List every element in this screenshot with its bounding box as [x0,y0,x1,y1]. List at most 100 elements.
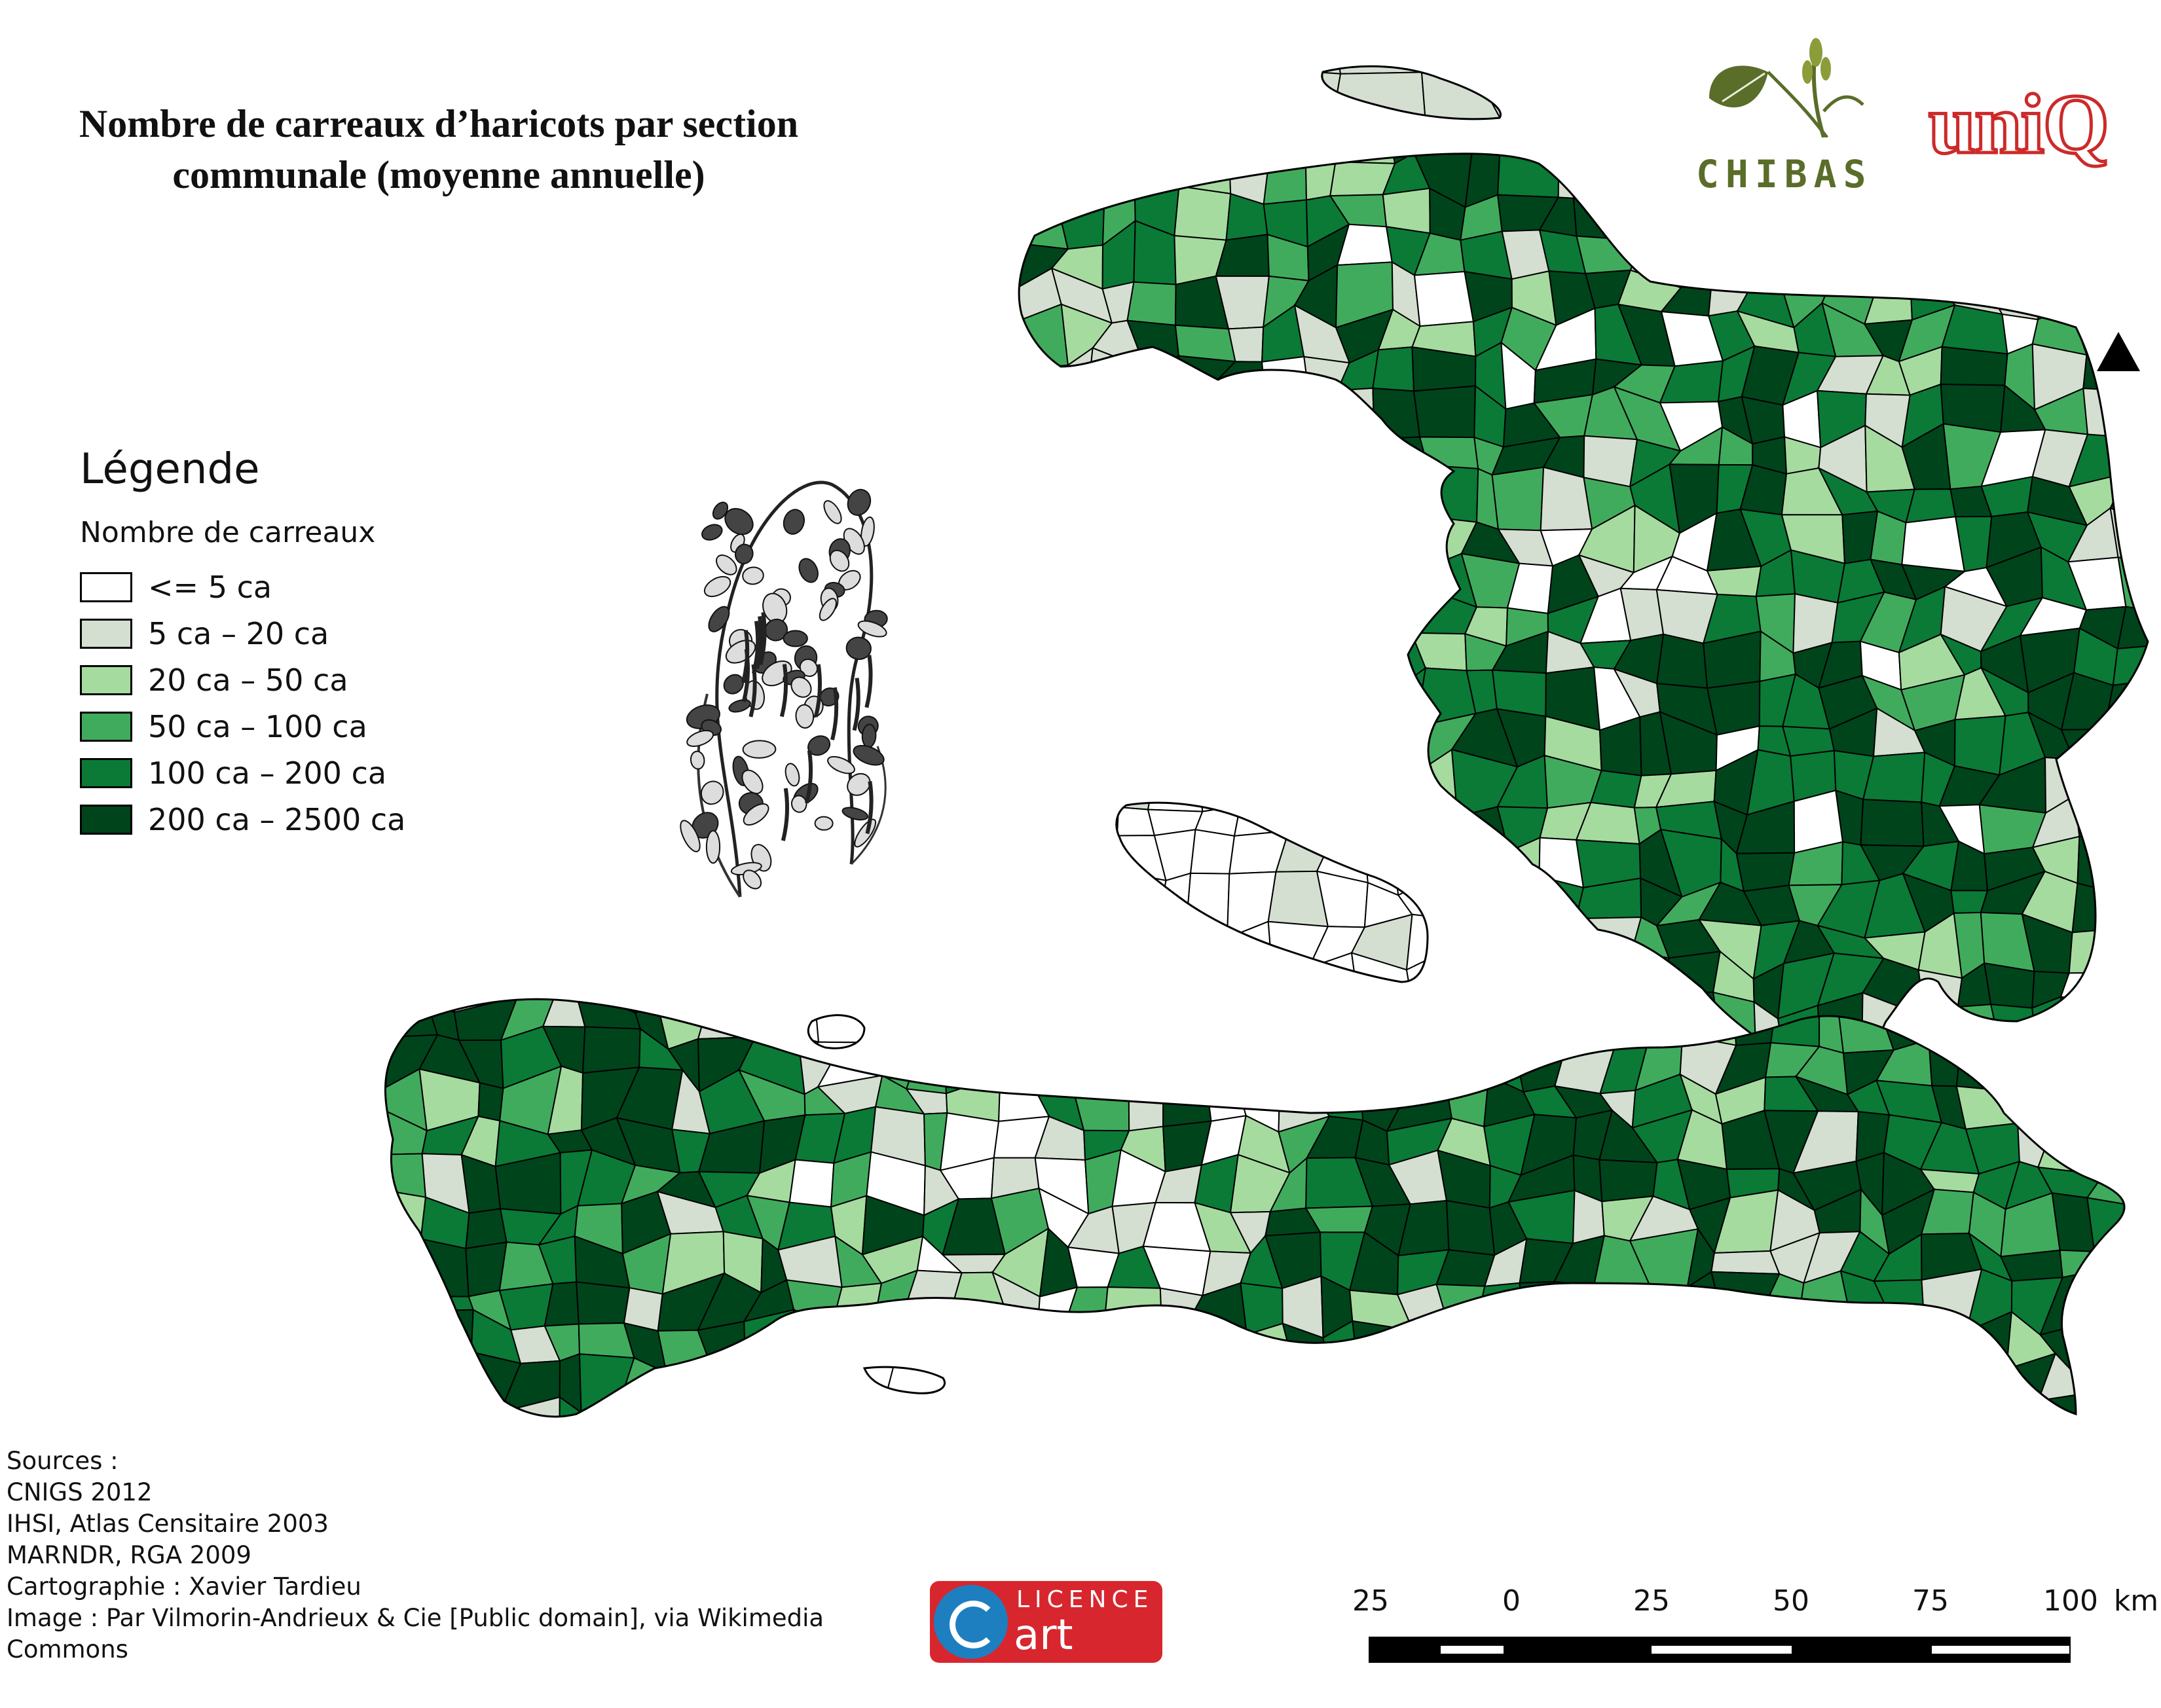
section-communale [1096,437,1149,491]
section-communale [978,841,1020,895]
licence-art-libre-badge[interactable]: LICENCE art libre [930,1581,1162,1663]
legend-title: Légende [80,445,473,494]
section-communale [1511,1442,1562,1487]
section-communale [1473,1360,1529,1399]
scale-bar-segment [1441,1646,1504,1654]
section-communale [996,1317,1037,1377]
section-communale [749,1409,782,1447]
section-communale [1335,113,1395,164]
section-communale [345,1080,385,1121]
section-communale [1211,595,1270,651]
section-communale [1389,509,1436,568]
section-communale [697,1356,749,1418]
section-communale [1633,191,1678,244]
legend-swatch [80,805,132,835]
section-communale [1399,1036,1447,1089]
section-communale [1265,996,1320,1046]
section-communale [900,924,991,1043]
section-communale [2086,1073,2124,1116]
map-title: Nombre de carreaux d’haricots par sectio… [26,98,851,200]
section-communale [2113,646,2161,685]
section-communale [2107,435,2158,473]
section-communale [1635,1329,1686,1356]
section-communale [1811,1367,1860,1406]
section-communale [1151,996,1191,1061]
section-communale [1105,1322,1162,1372]
section-communale [2073,759,2118,814]
section-communale [1035,958,1080,1013]
section-communale [1054,426,1105,490]
section-communale [1590,1006,1652,1049]
section-communale [1006,304,1068,371]
section-communale [1019,505,1061,566]
section-communale [1652,1008,1682,1036]
section-communale [978,884,1016,925]
plant-leaf [701,573,734,601]
section-communale [1015,385,1066,451]
section-communale [2122,1324,2161,1372]
section-communale [1156,999,1198,1046]
chibas-leaf-icon [1696,33,1866,137]
section-communale [2111,469,2161,528]
section-communale [1309,1439,1359,1487]
copyleft-icon [934,1585,1008,1659]
section-communale [1826,200,1875,232]
section-communale [345,999,384,1040]
section-communale [1435,956,1482,1006]
section-communale [1095,511,1152,573]
section-communale [1599,1160,1657,1202]
section-communale [1017,148,1063,183]
section-communale [1054,385,1096,443]
section-communale [2105,928,2156,973]
section-communale [345,1394,380,1445]
plant-leaf [783,762,802,788]
section-communale [345,1352,386,1406]
section-communale [1076,958,1117,1013]
section-communale [868,988,927,1028]
section-communale [1760,1370,1819,1406]
section-communale [1560,1351,1602,1414]
section-communale [1306,1365,1367,1395]
section-communale [1108,874,1166,927]
scale-label: 75 [1912,1584,1949,1618]
section-communale [1016,794,1063,851]
section-communale [1711,1272,1779,1332]
section-communale [1826,221,1885,287]
section-communale [1562,1436,1605,1487]
section-communale [1151,511,1172,569]
section-communale [1181,386,1223,442]
section-communale [1335,686,1391,727]
section-communale [978,917,1031,974]
section-communale [1523,1323,1564,1377]
scale-label: 0 [1502,1584,1521,1618]
section-communale [1929,1036,1961,1087]
section-communale [2011,1027,2062,1091]
section-communale [1712,230,1761,273]
section-communale [1354,1441,1411,1486]
section-communale [1420,437,1478,469]
section-communale [1585,113,1637,152]
scale-label: 25 [1633,1584,1670,1618]
section-communale [1066,1400,1113,1459]
legend-item: 100 ca – 200 ca [80,750,473,796]
section-communale [1498,150,1559,197]
section-communale [978,670,1032,722]
section-communale [1456,968,1507,1013]
section-communale [1437,1284,1485,1336]
section-communale [1357,992,1411,1046]
section-communale [1955,716,2006,775]
section-communale [1401,1441,1441,1486]
section-communale [1076,762,1118,807]
section-communale [345,1154,390,1202]
section-communale [1306,1391,1367,1449]
section-communale [1337,763,1383,803]
section-communale [1280,1028,1333,1082]
section-communale [1022,1399,1067,1459]
section-communale [1600,1323,1638,1359]
section-communale [2125,1243,2161,1283]
licence-label-bottom: art libre [1014,1611,1162,1708]
section-communale [1590,958,1652,1011]
section-communale [1051,999,1105,1046]
section-communale [2133,1364,2161,1405]
section-communale [1141,604,1183,633]
